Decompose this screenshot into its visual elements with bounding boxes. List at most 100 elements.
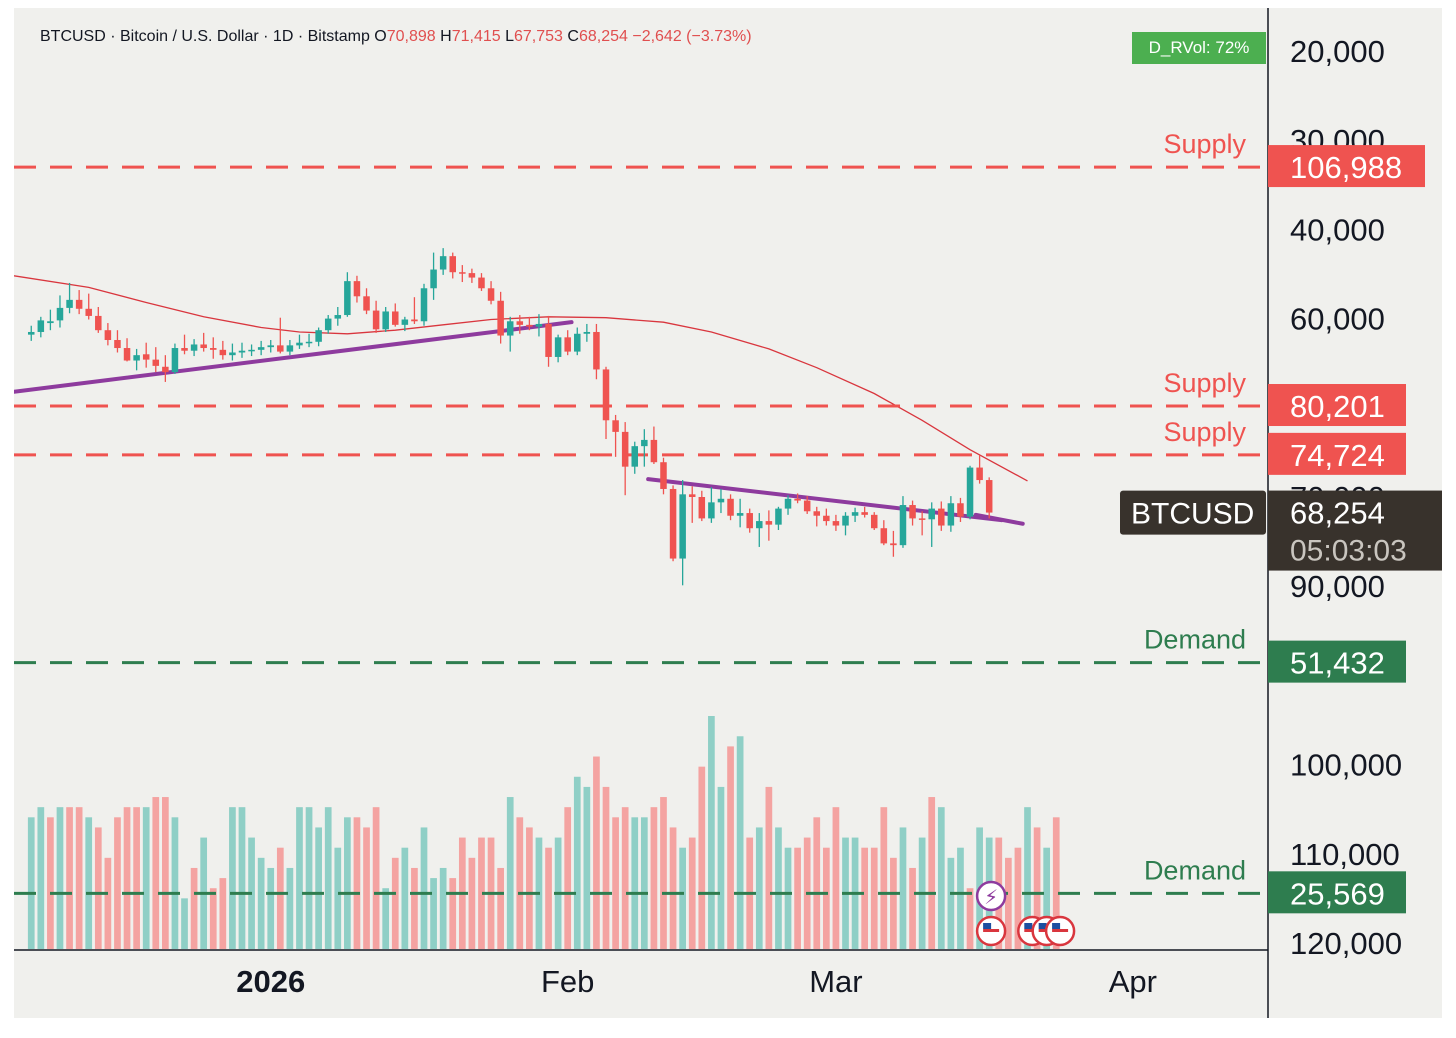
high-value: 71,415 [451, 28, 501, 45]
candle-body [851, 512, 859, 516]
volume-bar [679, 847, 687, 949]
supply-level-label: Supply [1163, 129, 1246, 159]
volume-bar [794, 847, 801, 949]
high-label: H [440, 28, 452, 45]
demand-level-label: Demand [1144, 855, 1246, 885]
us-flag-canton [1052, 923, 1061, 929]
volume-bar [497, 867, 504, 949]
volume-bar [85, 817, 93, 949]
candle-body [401, 319, 409, 325]
demand-price-tag-text: 25,569 [1290, 876, 1385, 911]
candle-body [315, 330, 322, 342]
volume-bar [1052, 817, 1060, 949]
candle-body [803, 500, 811, 512]
candle-body [353, 281, 361, 297]
volume-bar [353, 817, 361, 949]
candle-body [334, 315, 342, 319]
candle-body [267, 345, 274, 348]
volume-bar [899, 827, 907, 949]
time-tick-label: Feb [541, 964, 594, 999]
symbol-info: BTCUSD · Bitcoin / U.S. Dollar · 1D · Bi… [40, 28, 370, 45]
volume-bar [669, 827, 677, 949]
candle-body [439, 256, 447, 270]
volume-bar [909, 867, 916, 949]
change-value: −2,642 (−3.73%) [632, 28, 752, 45]
volume-bar [142, 807, 150, 949]
volume-bar [334, 847, 342, 949]
candle-body [698, 497, 706, 519]
supply-price-tag [1268, 145, 1425, 188]
candle-body [286, 345, 294, 352]
volume-bar [27, 817, 35, 949]
candle-body [526, 324, 533, 327]
candle-body [411, 319, 418, 322]
candle-body [382, 311, 389, 330]
chart-panel[interactable]: Supply Supply Supply Demand Demand 120,000 110… [14, 8, 1442, 1018]
candle-body [238, 350, 246, 353]
candle-body [95, 315, 102, 331]
volume-bar [727, 746, 734, 949]
volume-bar [717, 786, 725, 949]
volume-bar [1033, 827, 1041, 949]
candle-body [985, 480, 993, 513]
volume-bar [315, 827, 322, 949]
volume-bar [765, 786, 773, 949]
candle-body [420, 288, 428, 322]
supply-level-label: Supply [1163, 417, 1246, 447]
volume-bar [468, 857, 476, 949]
price-tick-label: 90,000 [1290, 569, 1385, 604]
price-tick-label: 20,000 [1290, 34, 1385, 69]
candle-body [66, 299, 73, 308]
rvol-badge[interactable]: D_RVol: 72% [1132, 32, 1266, 64]
volume-bar [66, 807, 73, 949]
candle-body [545, 323, 552, 357]
volume-bar [181, 898, 188, 949]
volume-bar [276, 847, 284, 949]
supply-price-tag-text: 74,724 [1290, 438, 1385, 473]
demand-level-label: Demand [1144, 625, 1246, 655]
volume-bar [1024, 807, 1031, 949]
candle-body [27, 331, 35, 335]
volume-bar [152, 797, 160, 949]
candle-body [181, 348, 188, 351]
candle-body [535, 323, 543, 327]
volume-bar [928, 797, 936, 949]
candle-body [899, 505, 907, 546]
candle-body [717, 498, 725, 503]
volume-bar [870, 847, 878, 949]
trendline [14, 320, 574, 394]
volume-bar [516, 817, 524, 949]
volume-bar [784, 847, 792, 949]
volume-bar [593, 756, 600, 949]
volume-bar [257, 857, 265, 949]
volume-bar [660, 797, 667, 949]
volume-bar [209, 888, 217, 949]
candle-body [660, 462, 667, 489]
volume-bar [861, 847, 869, 949]
lightning-icon [975, 880, 1007, 912]
candle-body [133, 355, 140, 361]
candle-body [37, 320, 45, 332]
candle-body [621, 431, 629, 467]
volume-bar [56, 807, 64, 949]
volume-bar [123, 807, 131, 949]
price-tick-label: 60,000 [1290, 302, 1385, 337]
volume-bar [391, 857, 399, 949]
supply-level-label: Supply [1163, 368, 1246, 398]
candlestick-chart[interactable]: Supply Supply Supply Demand Demand 120,000 110… [14, 8, 1442, 1018]
volume-bar [708, 716, 715, 949]
volume-bar [937, 807, 945, 949]
candle-body [650, 439, 658, 463]
symbol-tag [1120, 490, 1266, 535]
volume-bar [755, 827, 763, 949]
price-tick-label: 100,000 [1290, 748, 1402, 783]
time-tick-label: Mar [809, 964, 862, 999]
candle-body [162, 366, 169, 373]
volume-bar [573, 776, 581, 949]
candle-body [487, 288, 495, 301]
candle-body [171, 348, 179, 373]
candle-body [938, 508, 945, 526]
candle-body [47, 321, 54, 324]
supply-price-tag-text: 80,201 [1290, 389, 1385, 424]
volume-bar [190, 867, 198, 949]
